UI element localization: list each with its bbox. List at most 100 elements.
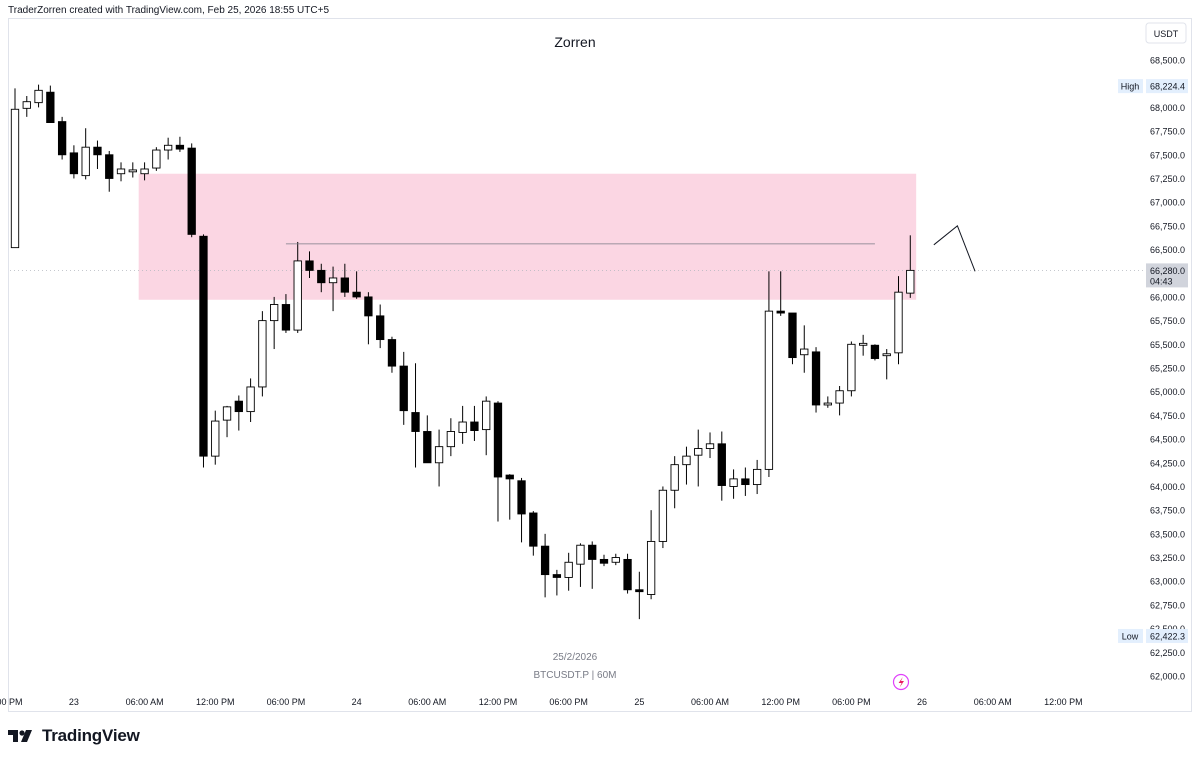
- candle[interactable]: [588, 541, 597, 589]
- candle[interactable]: [835, 386, 844, 416]
- candle[interactable]: [57, 116, 67, 160]
- candle[interactable]: [870, 344, 880, 361]
- candle-body: [140, 168, 149, 175]
- candle[interactable]: [222, 405, 232, 438]
- candle[interactable]: [564, 552, 573, 591]
- candle[interactable]: [470, 405, 479, 441]
- candle[interactable]: [658, 486, 668, 549]
- x-tick-label: 12:00 PM: [196, 697, 235, 707]
- candle[interactable]: [93, 140, 102, 169]
- chart-frame[interactable]: [8, 18, 1192, 712]
- candle[interactable]: [552, 569, 562, 596]
- y-tick-label: 68,500.0: [1150, 56, 1185, 66]
- candle[interactable]: [694, 429, 703, 487]
- x-tick-label: 06:00 AM: [691, 697, 729, 707]
- candle[interactable]: [140, 162, 149, 181]
- candle[interactable]: [81, 128, 90, 180]
- candle[interactable]: [293, 241, 302, 333]
- candle[interactable]: [646, 510, 656, 600]
- candle[interactable]: [729, 469, 738, 499]
- candle[interactable]: [682, 446, 691, 485]
- candle-body: [328, 277, 338, 284]
- candle[interactable]: [399, 351, 408, 425]
- candle[interactable]: [882, 349, 891, 380]
- candle[interactable]: [788, 312, 797, 365]
- candle[interactable]: [128, 162, 137, 178]
- candle[interactable]: [611, 553, 620, 566]
- candle[interactable]: [352, 271, 361, 299]
- projection-path[interactable]: [933, 225, 976, 272]
- last-price-marker[interactable]: 66,280.004:43: [1146, 263, 1188, 288]
- candle[interactable]: [116, 162, 126, 182]
- candle[interactable]: [163, 137, 173, 160]
- candle-body: [34, 89, 43, 104]
- candle[interactable]: [529, 511, 538, 556]
- candle[interactable]: [670, 456, 679, 509]
- candle[interactable]: [328, 266, 338, 312]
- candlestick-chart[interactable]: Zorren 25/2/2026 BTCUSDT.P | 60M 62,000.…: [0, 0, 1200, 720]
- candle[interactable]: [894, 276, 903, 365]
- candle[interactable]: [446, 418, 456, 457]
- candle[interactable]: [800, 325, 809, 373]
- low-marker[interactable]: Low 62,422.3: [1118, 628, 1188, 643]
- lightning-icon[interactable]: [892, 673, 910, 691]
- candle[interactable]: [752, 459, 762, 495]
- candle[interactable]: [434, 429, 444, 487]
- candle[interactable]: [281, 294, 291, 333]
- candle[interactable]: [906, 235, 915, 298]
- candle[interactable]: [258, 311, 267, 397]
- candle[interactable]: [246, 378, 255, 423]
- candle[interactable]: [576, 543, 585, 587]
- candle[interactable]: [423, 415, 432, 464]
- candle[interactable]: [270, 296, 279, 350]
- y-tick-label: 64,250.0: [1150, 458, 1185, 468]
- candle[interactable]: [411, 363, 420, 468]
- candle-body: [623, 558, 632, 591]
- candle[interactable]: [152, 147, 161, 171]
- candle[interactable]: [458, 405, 467, 444]
- candle[interactable]: [482, 396, 491, 456]
- candle-body: [847, 343, 856, 392]
- candle[interactable]: [234, 395, 243, 431]
- candle[interactable]: [340, 263, 349, 297]
- tradingview-brand[interactable]: TradingView: [8, 724, 140, 748]
- candle[interactable]: [199, 234, 208, 468]
- candle[interactable]: [505, 474, 514, 520]
- candle[interactable]: [705, 432, 715, 459]
- candle[interactable]: [517, 477, 526, 543]
- candle[interactable]: [717, 431, 726, 501]
- candle[interactable]: [34, 84, 43, 108]
- candle[interactable]: [211, 410, 220, 465]
- candle[interactable]: [847, 341, 856, 397]
- candle[interactable]: [635, 571, 644, 620]
- candle[interactable]: [859, 334, 868, 356]
- candle[interactable]: [364, 292, 373, 345]
- candle[interactable]: [493, 401, 503, 522]
- candle[interactable]: [387, 336, 397, 373]
- supply-zone[interactable]: [138, 173, 917, 300]
- candle[interactable]: [823, 396, 832, 408]
- candle[interactable]: [187, 143, 196, 238]
- candle[interactable]: [741, 467, 750, 496]
- y-tick-label: 65,500.0: [1150, 340, 1185, 350]
- candle[interactable]: [175, 136, 185, 152]
- candle[interactable]: [10, 88, 20, 249]
- candle[interactable]: [764, 271, 774, 477]
- candle-body: [81, 146, 90, 177]
- candle[interactable]: [811, 347, 821, 413]
- candle-body: [152, 149, 161, 169]
- candle[interactable]: [317, 263, 326, 293]
- candle[interactable]: [105, 150, 114, 192]
- candle[interactable]: [46, 85, 55, 123]
- candle[interactable]: [69, 145, 79, 179]
- currency-box[interactable]: USDT: [1145, 22, 1187, 44]
- candle[interactable]: [376, 304, 385, 349]
- high-marker[interactable]: High 68,224.4: [1118, 79, 1188, 94]
- candle[interactable]: [540, 533, 550, 598]
- candle[interactable]: [599, 554, 609, 567]
- candle[interactable]: [22, 96, 31, 117]
- candle[interactable]: [305, 251, 314, 278]
- chart-title: Zorren: [554, 34, 595, 50]
- candle[interactable]: [776, 271, 785, 316]
- candle[interactable]: [623, 553, 632, 594]
